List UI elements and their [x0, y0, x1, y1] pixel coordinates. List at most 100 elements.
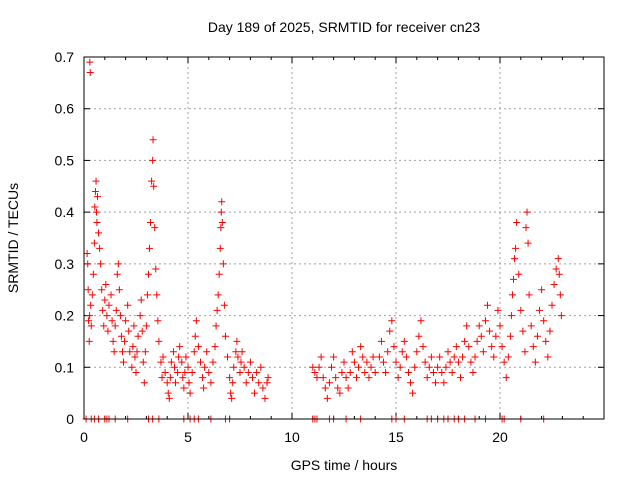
data-point [240, 363, 248, 371]
data-point [313, 374, 321, 382]
x-tick-label: 5 [184, 429, 192, 445]
data-point [536, 306, 544, 314]
data-point [529, 343, 537, 351]
data-point [207, 379, 215, 387]
data-point [311, 368, 319, 376]
data-point [555, 270, 563, 278]
data-point [153, 291, 161, 299]
data-point [169, 348, 177, 356]
data-point [461, 337, 469, 345]
data-point [95, 229, 103, 237]
data-point [444, 348, 452, 356]
y-tick-label: 0.1 [55, 359, 75, 375]
data-point [508, 291, 516, 299]
data-point [116, 312, 124, 320]
data-point [342, 374, 350, 382]
data-point [257, 363, 265, 371]
data-point [133, 348, 141, 356]
data-point [463, 322, 471, 330]
data-point [178, 358, 186, 366]
data-point [107, 291, 115, 299]
data-point [154, 317, 162, 325]
data-point [217, 224, 225, 232]
data-point [196, 358, 204, 366]
data-point [185, 379, 193, 387]
data-point [340, 358, 348, 366]
data-point [548, 301, 556, 309]
data-point [109, 337, 117, 345]
data-point [152, 265, 160, 273]
data-point [546, 327, 554, 335]
data-point [120, 358, 128, 366]
data-point [402, 353, 410, 361]
data-point [255, 379, 263, 387]
data-point [174, 368, 182, 376]
data-point [344, 384, 352, 392]
data-point [141, 348, 149, 356]
data-point [103, 312, 111, 320]
data-point [190, 348, 198, 356]
data-point [452, 343, 460, 351]
data-point [132, 368, 140, 376]
data-point [131, 353, 139, 361]
data-point [338, 368, 346, 376]
data-point [181, 368, 189, 376]
data-point [367, 363, 375, 371]
data-point [164, 389, 172, 397]
data-point [321, 384, 329, 392]
data-point [128, 363, 136, 371]
data-point [112, 306, 120, 314]
data-point [125, 327, 133, 335]
data-point [233, 337, 241, 345]
data-point [330, 353, 338, 361]
data-point [113, 270, 121, 278]
data-point [90, 239, 98, 247]
data-point [84, 260, 92, 268]
data-point [429, 368, 437, 376]
data-point [371, 368, 379, 376]
data-point [542, 337, 550, 345]
data-point [253, 368, 261, 376]
data-point [264, 374, 272, 382]
data-point [157, 358, 165, 366]
data-point [98, 286, 106, 294]
data-point [479, 348, 487, 356]
data-point [525, 291, 533, 299]
data-point [554, 255, 562, 263]
data-point [203, 348, 211, 356]
data-point [191, 332, 199, 340]
data-point [199, 374, 207, 382]
data-point [167, 358, 175, 366]
data-point [166, 374, 174, 382]
data-point [507, 312, 515, 320]
data-point [467, 358, 475, 366]
x-tick-label: 0 [80, 429, 88, 445]
data-point [186, 389, 194, 397]
data-point [101, 296, 109, 304]
data-points [82, 58, 565, 423]
plot-frame [83, 56, 605, 420]
data-point [124, 301, 132, 309]
data-point [150, 182, 158, 190]
data-point [84, 286, 92, 294]
data-point [248, 374, 256, 382]
data-point [502, 374, 510, 382]
data-point [494, 306, 502, 314]
data-point [382, 368, 390, 376]
data-point [423, 374, 431, 382]
data-point [328, 363, 336, 371]
data-point [165, 394, 173, 402]
data-point [259, 384, 267, 392]
data-point [538, 286, 546, 294]
chart-title: Day 189 of 2025, SRMTID for receiver cn2… [208, 19, 481, 35]
data-point [377, 337, 385, 345]
data-point [446, 358, 454, 366]
data-point [200, 384, 208, 392]
data-point [550, 281, 558, 289]
data-point [556, 291, 564, 299]
data-point [438, 368, 446, 376]
data-point [136, 312, 144, 320]
data-point [484, 301, 492, 309]
data-point [158, 374, 166, 382]
